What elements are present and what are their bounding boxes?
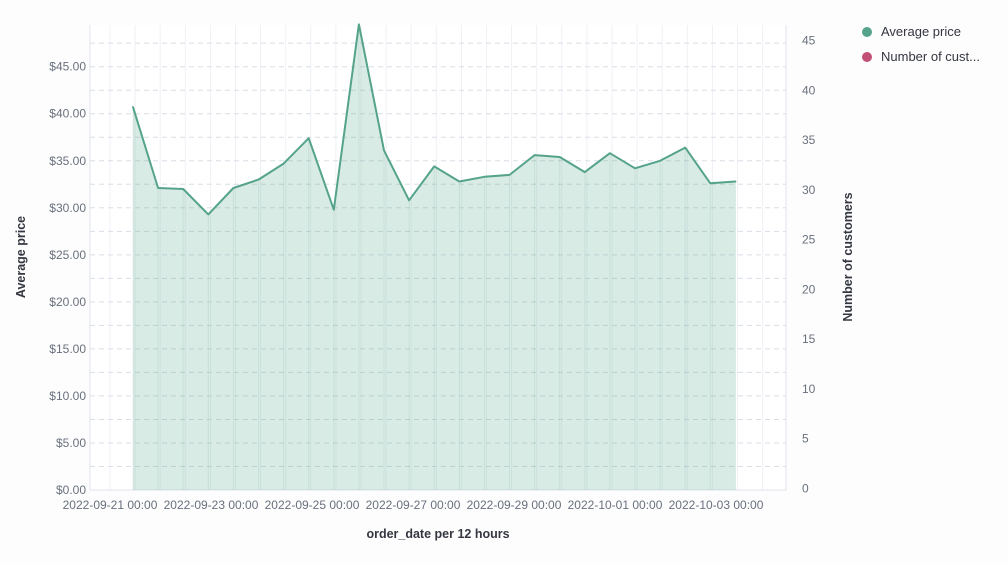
x-tick-label: 2022-09-29 00:00 — [467, 498, 562, 512]
y-left-tick-label: $30.00 — [49, 201, 86, 215]
y-left-tick-label: $5.00 — [56, 436, 86, 450]
x-tick-label: 2022-09-27 00:00 — [366, 498, 461, 512]
y-left-tick-label: $10.00 — [49, 389, 86, 403]
y-left-tick-label: $15.00 — [49, 342, 86, 356]
series-line-average-price — [132, 23, 737, 216]
x-axis-title: order_date per 12 hours — [366, 527, 510, 541]
y-right-tick-label: 40 — [802, 83, 816, 97]
y-right-tick-label: 10 — [802, 382, 816, 396]
y-left-tick-label: $45.00 — [49, 60, 86, 74]
y-right-tick-label: 5 — [802, 432, 809, 446]
legend-color-dot-icon — [862, 51, 872, 62]
legend: Average price Number of cust... — [862, 24, 980, 64]
x-tick-label: 2022-10-01 00:00 — [568, 498, 663, 512]
plot-area — [90, 25, 786, 490]
legend-item-label: Average price — [881, 24, 961, 39]
y-right-tick-label: 15 — [802, 332, 816, 346]
legend-item-average-price[interactable]: Average price — [862, 24, 980, 39]
y-right-tick-label: 45 — [802, 34, 816, 48]
legend-color-dot-icon — [862, 26, 872, 37]
x-tick-label: 2022-09-25 00:00 — [265, 498, 360, 512]
y-left-tick-label: $35.00 — [49, 154, 86, 168]
x-tick-label: 2022-10-03 00:00 — [669, 498, 764, 512]
y-right-tick-label: 35 — [802, 133, 816, 147]
y-left-tick-label: $20.00 — [49, 295, 86, 309]
y-axis-title-left: Average price — [14, 215, 28, 299]
y-right-tick-label: 25 — [802, 233, 816, 247]
legend-item-number-of-cust[interactable]: Number of cust... — [862, 49, 980, 64]
y-axis-title-right: Number of customers — [841, 192, 855, 322]
y-right-tick-label: 20 — [802, 282, 816, 296]
y-left-tick-label: $25.00 — [49, 248, 86, 262]
legend-item-label: Number of cust... — [881, 49, 980, 64]
y-left-tick-label: $40.00 — [49, 107, 86, 121]
x-tick-label: 2022-09-21 00:00 — [63, 498, 158, 512]
y-right-tick-label: 0 — [802, 481, 809, 495]
series-area-fill — [133, 24, 736, 491]
y-right-tick-label: 30 — [802, 183, 816, 197]
y-left-tick-label: $0.00 — [56, 483, 86, 497]
x-tick-label: 2022-09-23 00:00 — [164, 498, 259, 512]
